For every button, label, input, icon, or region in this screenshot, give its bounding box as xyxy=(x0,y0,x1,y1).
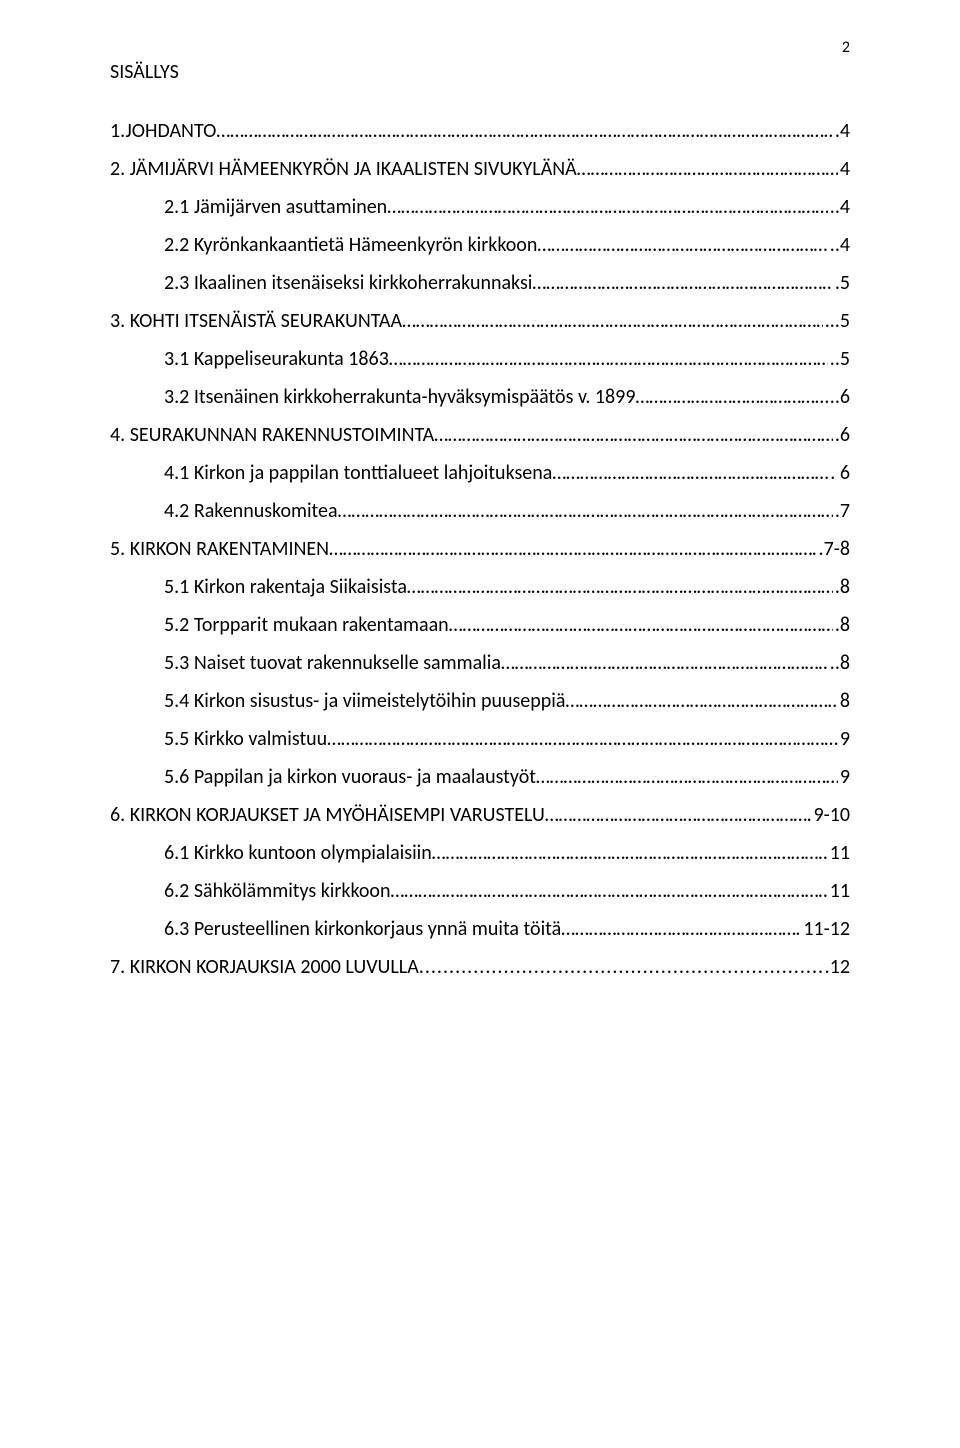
toc-entry: 4.2 Rakennuskomitea .7 xyxy=(164,492,850,530)
toc-entry-label: 5.4 Kirkon sisustus- ja viimeistelytöihi… xyxy=(164,682,565,720)
toc-entry-page: .12 xyxy=(823,948,850,986)
toc-entry: 3. KOHTI ITSENÄISTÄ SEURAKUNTAA ...5 xyxy=(110,302,850,340)
toc-entry-label: 6.3 Perusteellinen kirkonkorjaus ynnä mu… xyxy=(164,910,561,948)
toc-leader xyxy=(402,302,823,340)
toc-entry-page: 9 xyxy=(838,758,850,796)
toc-title: SISÄLLYS xyxy=(110,60,850,84)
toc-leader xyxy=(432,834,828,872)
toc-entry-label: 5.3 Naiset tuovat rakennukselle sammalia xyxy=(164,644,501,682)
toc-entry-page: ..5 xyxy=(828,340,850,378)
toc-entry-page: .4 xyxy=(833,112,850,150)
toc-leader xyxy=(338,492,833,530)
toc-entry-label: 3. KOHTI ITSENÄISTÄ SEURAKUNTAA xyxy=(110,302,402,340)
toc-leader xyxy=(635,378,827,416)
toc-leader xyxy=(216,112,832,150)
toc-entry-label: 6.2 Sähkölämmitys kirkkoon xyxy=(164,872,390,910)
toc-entry: 5.2 Torpparit mukaan rakentamaan .8 xyxy=(164,606,850,644)
toc-leader xyxy=(449,606,833,644)
toc-entry-label: 3.2 Itsenäinen kirkkoherrakunta-hyväksym… xyxy=(164,378,635,416)
toc-leader xyxy=(537,226,827,264)
page: 2 SISÄLLYS 1.JOHDANTO .4 2. JÄMIJÄRVI HÄME… xyxy=(0,0,960,1448)
toc-entry: 6.1 Kirkko kuntoon olympialaisiin 11 xyxy=(164,834,850,872)
toc-entry-page: 4 xyxy=(838,150,850,188)
toc-entry: 2. JÄMIJÄRVI HÄMEENKYRÖN JA IKAALISTEN S… xyxy=(110,150,850,188)
toc-entry-label: 7. KIRKON KORJAUKSIA 2000 LUVULLA xyxy=(110,948,419,986)
toc-entry: 5.3 Naiset tuovat rakennukselle sammalia… xyxy=(164,644,850,682)
toc-entry-label: 6. KIRKON KORJAUKSET JA MYÖHÄISEMPI VARU… xyxy=(110,796,545,834)
toc-entry: 5. KIRKON RAKENTAMINEN .7-8 xyxy=(110,530,850,568)
toc-entry-label: 3.1 Kappeliseurakunta 1863 xyxy=(164,340,389,378)
toc-entry: 2.1 Jämijärven asuttaminen ..4 xyxy=(164,188,850,226)
toc-entry-page: 11 xyxy=(828,872,850,910)
toc-leader xyxy=(390,872,827,910)
toc-entry-page: 9 xyxy=(838,720,850,758)
toc-leader xyxy=(434,416,833,454)
toc-entry-label: 2.2 Kyrönkankaantietä Hämeenkyrön kirkko… xyxy=(164,226,537,264)
toc-entry-page: .5 xyxy=(833,264,850,302)
toc-entry-label: 5.5 Kirkko valmistuu xyxy=(164,720,327,758)
toc-entry-label: 4.2 Rakennuskomitea xyxy=(164,492,338,530)
toc-entry-page: 8 xyxy=(838,682,850,720)
toc-entry: 3.2 Itsenäinen kirkkoherrakunta-hyväksym… xyxy=(164,378,850,416)
toc-entry-label: 4.1 Kirkon ja pappilan tonttialueet lahj… xyxy=(164,454,552,492)
toc-leader xyxy=(561,910,801,948)
toc-entry-label: 5. KIRKON RAKENTAMINEN xyxy=(110,530,329,568)
toc-entry: 2.2 Kyrönkankaantietä Hämeenkyrön kirkko… xyxy=(164,226,850,264)
toc-entry-page: 11-12 xyxy=(801,910,850,948)
toc-entry-page: .7-8 xyxy=(817,530,850,568)
toc-entry: 1.JOHDANTO .4 xyxy=(110,112,850,150)
toc-leader xyxy=(389,340,828,378)
toc-entry: 6.3 Perusteellinen kirkonkorjaus ynnä mu… xyxy=(164,910,850,948)
toc-entry-page: ..8 xyxy=(828,644,850,682)
toc-entry-page: ..4 xyxy=(828,188,850,226)
toc-entry-page: 11 xyxy=(828,834,850,872)
toc-leader xyxy=(577,150,838,188)
toc-leader xyxy=(387,188,828,226)
toc-entry-label: 6.1 Kirkko kuntoon olympialaisiin xyxy=(164,834,432,872)
toc-entry: 6. KIRKON KORJAUKSET JA MYÖHÄISEMPI VARU… xyxy=(110,796,850,834)
toc-leader xyxy=(552,454,828,492)
toc-entry: 2.3 Ikaalinen itsenäiseksi kirkkoherraku… xyxy=(164,264,850,302)
toc-leader xyxy=(501,644,828,682)
toc-entry-page: 9-10 xyxy=(811,796,850,834)
toc-entry-label: 2.3 Ikaalinen itsenäiseksi kirkkoherraku… xyxy=(164,264,532,302)
toc-leader xyxy=(532,264,832,302)
toc-leader xyxy=(565,682,837,720)
toc-entry-label: 5.6 Pappilan ja kirkon vuoraus- ja maala… xyxy=(164,758,536,796)
toc-entry-label: 5.1 Kirkon rakentaja Siikaisista xyxy=(164,568,407,606)
toc-entry: 5.5 Kirkko valmistuu 9 xyxy=(164,720,850,758)
toc-entry: 3.1 Kappeliseurakunta 1863 ..5 xyxy=(164,340,850,378)
toc-entry-page: ..4 xyxy=(828,226,850,264)
toc-entry: 5.6 Pappilan ja kirkon vuoraus- ja maala… xyxy=(164,758,850,796)
toc-entry-label: 2. JÄMIJÄRVI HÄMEENKYRÖN JA IKAALISTEN S… xyxy=(110,150,577,188)
toc-entry-label: 2.1 Jämijärven asuttaminen xyxy=(164,188,387,226)
toc-entry: 6.2 Sähkölämmitys kirkkoon 11 xyxy=(164,872,850,910)
toc-entry: 5.1 Kirkon rakentaja Siikaisista .8 xyxy=(164,568,850,606)
toc-entry-page: .8 xyxy=(833,568,850,606)
toc-entry-page: .6 xyxy=(833,416,850,454)
toc-entry-label: 5.2 Torpparit mukaan rakentamaan xyxy=(164,606,449,644)
toc-entry: 4. SEURAKUNNAN RAKENNUSTOIMINTA .6 xyxy=(110,416,850,454)
toc-entry-page: .7 xyxy=(833,492,850,530)
toc-entry-label: 4. SEURAKUNNAN RAKENNUSTOIMINTA xyxy=(110,416,434,454)
toc-leader xyxy=(536,758,838,796)
toc-leader xyxy=(329,530,816,568)
toc-entry-page: ..6 xyxy=(828,378,850,416)
toc-leader xyxy=(327,720,838,758)
toc-entry: 7. KIRKON KORJAUKSIA 2000 LUVULLA .12 xyxy=(110,948,850,986)
toc-entry: 4.1 Kirkon ja pappilan tonttialueet lahj… xyxy=(164,454,850,492)
toc-leader xyxy=(419,948,823,986)
toc-entry-page: ...5 xyxy=(823,302,850,340)
toc-entry-page: . 6 xyxy=(828,454,850,492)
toc-entry-page: .8 xyxy=(833,606,850,644)
toc-leader xyxy=(407,568,833,606)
toc-list: 1.JOHDANTO .4 2. JÄMIJÄRVI HÄMEENKYRÖN JA … xyxy=(110,112,850,986)
toc-leader xyxy=(545,796,812,834)
page-number: 2 xyxy=(842,38,850,57)
toc-entry: 5.4 Kirkon sisustus- ja viimeistelytöihi… xyxy=(164,682,850,720)
toc-entry-label: 1.JOHDANTO xyxy=(110,112,216,150)
